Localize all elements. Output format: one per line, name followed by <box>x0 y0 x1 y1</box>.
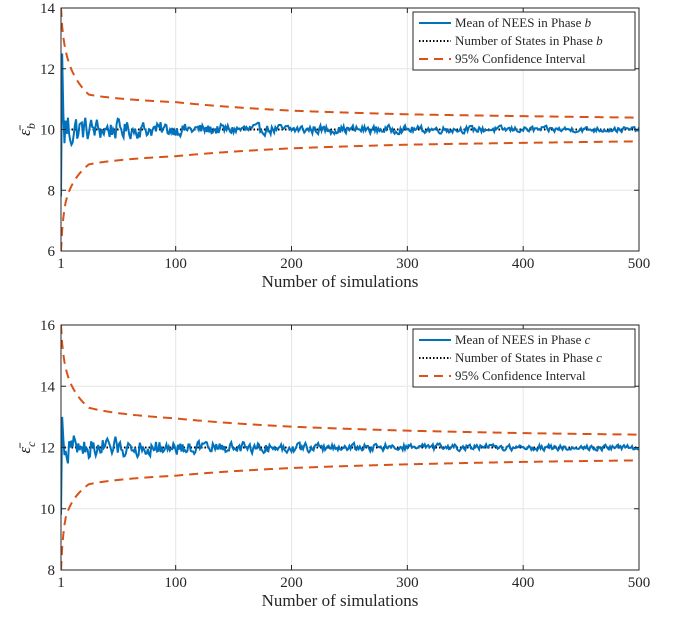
x-tick-label: 400 <box>512 575 535 591</box>
x-tick-label: 500 <box>628 575 651 591</box>
x-tick-label: 1 <box>57 575 65 591</box>
x-tick-label: 1 <box>57 256 65 272</box>
y-tick-label: 10 <box>40 502 55 518</box>
legend-entry: 95% Confidence Interval <box>455 51 586 66</box>
y-tick-label: 12 <box>40 62 55 78</box>
y-axis-label-main: ε̄ <box>15 124 34 136</box>
series-mean-of-nees <box>61 416 639 515</box>
y-tick-label: 8 <box>48 563 56 579</box>
y-tick-label: 8 <box>48 183 56 199</box>
y-tick-label: 6 <box>48 244 56 260</box>
chart-1: 1 100 200 300 400 500 6 8 10 12 14 Number of simula… <box>15 1 650 291</box>
plot-area <box>61 325 639 570</box>
x-tick-label: 100 <box>164 256 187 272</box>
legend-entry-text: Number of States in Phase <box>455 33 596 48</box>
legend-entry-italic: b <box>585 15 592 30</box>
y-axis-label: ε̄b <box>15 123 38 136</box>
y-axis-label-subscript: b <box>24 123 38 129</box>
x-tick-label: 300 <box>396 575 419 591</box>
legend-entry-text: Mean of NEES in Phase <box>455 15 585 30</box>
legend-entry: Mean of NEES in Phase b <box>455 15 592 30</box>
chart-2: 1 100 200 300 400 500 8 10 12 14 16 Number of simul… <box>15 318 650 610</box>
x-tick-label: 100 <box>164 575 187 591</box>
x-tick-label: 500 <box>628 256 651 272</box>
y-tick-label: 14 <box>40 379 56 395</box>
legend-entry: Number of States in Phase c <box>455 350 602 365</box>
series-confidence-upper <box>61 325 639 436</box>
y-tick-label: 14 <box>40 1 56 17</box>
x-tick-label: 400 <box>512 256 535 272</box>
y-axis-label-main: ε̄ <box>15 442 34 454</box>
legend-entry-text: 95% Confidence Interval <box>455 51 586 66</box>
legend-entry-italic: c <box>585 332 591 347</box>
legend-box <box>412 328 636 388</box>
x-axis-label: Number of simulations <box>262 272 419 291</box>
y-tick-label: 16 <box>40 318 56 334</box>
series-mean-of-nees <box>61 53 639 197</box>
legend-entry-italic: b <box>596 33 603 48</box>
legend-entry-text: Mean of NEES in Phase <box>455 332 585 347</box>
plot-area <box>61 8 639 251</box>
legend-entry-text: Number of States in Phase <box>455 350 596 365</box>
legend-entry: 95% Confidence Interval <box>455 368 586 383</box>
legend-entry: Number of States in Phase b <box>455 33 603 48</box>
series-confidence-lower <box>61 459 639 570</box>
legend-entry: Mean of NEES in Phase c <box>455 332 591 347</box>
y-tick-label: 10 <box>40 123 55 139</box>
x-tick-label: 200 <box>280 575 303 591</box>
y-axis-label-subscript: c <box>24 441 38 447</box>
legend-entry-text: 95% Confidence Interval <box>455 368 586 383</box>
x-axis-label: Number of simulations <box>262 591 419 610</box>
x-tick-label: 200 <box>280 256 303 272</box>
y-axis-label: ε̄c <box>15 441 38 454</box>
series-confidence-lower <box>61 140 639 251</box>
y-tick-label: 12 <box>40 441 55 457</box>
legend-box <box>412 11 636 71</box>
x-tick-label: 300 <box>396 256 419 272</box>
legend-entry-italic: c <box>596 350 602 365</box>
series-confidence-upper <box>61 8 639 119</box>
